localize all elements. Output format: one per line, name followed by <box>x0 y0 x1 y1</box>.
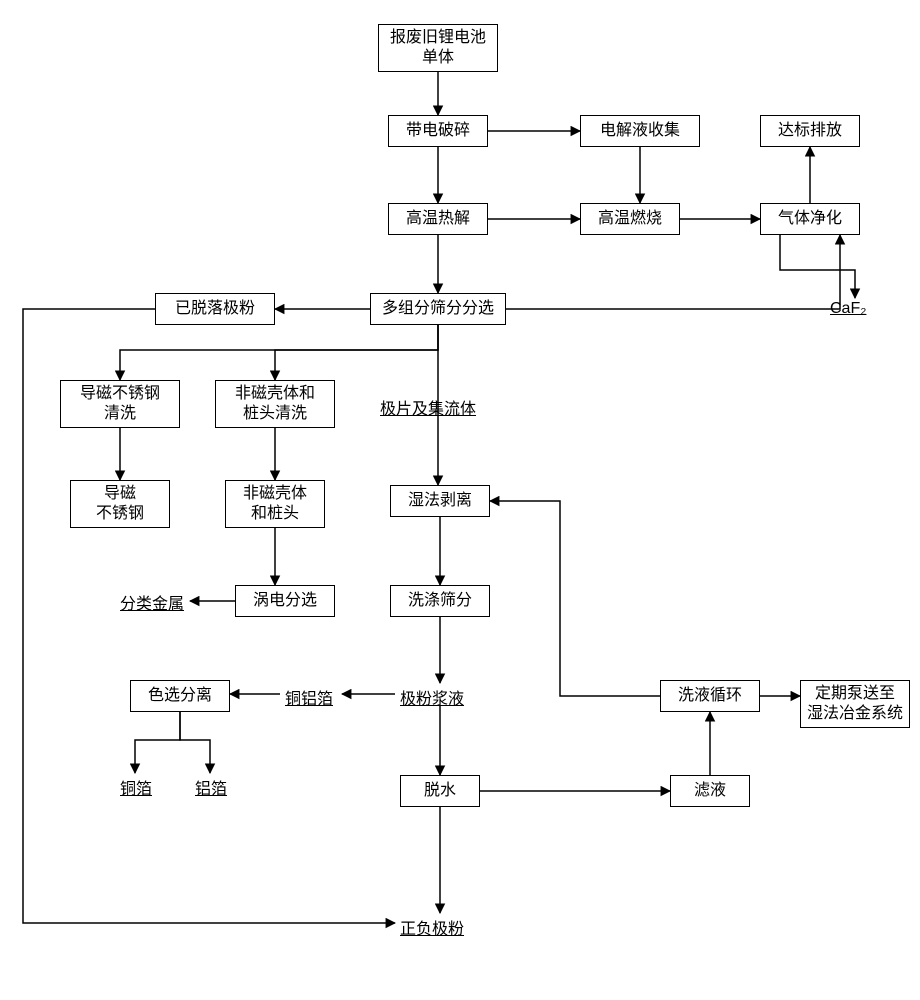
node-wash_sieve: 洗涤筛分 <box>390 585 490 617</box>
node-label: 湿法剥离 <box>408 491 472 511</box>
label-cu_al_foil: 铜铝箔 <box>285 685 333 709</box>
edge-8 <box>506 235 840 309</box>
node-label: 洗液循环 <box>678 686 742 706</box>
edge-11 <box>275 325 438 380</box>
node-label: 色选分离 <box>148 686 212 706</box>
label-polar_sheet: 极片及集流体 <box>380 395 476 419</box>
node-label: 非磁壳体 和桩头 <box>243 484 307 524</box>
node-label: 报废旧锂电池 单体 <box>390 28 486 68</box>
node-discharge: 达标排放 <box>760 115 860 147</box>
node-multi_sep: 多组分筛分分选 <box>370 293 506 325</box>
edge-21 <box>135 712 180 773</box>
node-combust: 高温燃烧 <box>580 203 680 235</box>
node-dropped: 已脱落极粉 <box>155 293 275 325</box>
node-mag_wash: 导磁不锈钢 清洗 <box>60 380 180 428</box>
node-label: 定期泵送至 湿法冶金系统 <box>807 684 903 724</box>
node-label: 导磁不锈钢 清洗 <box>80 384 160 424</box>
label-al_foil: 铝箔 <box>195 775 227 799</box>
node-label: 脱水 <box>424 781 456 801</box>
node-label: 高温燃烧 <box>598 209 662 229</box>
node-label: 滤液 <box>694 781 726 801</box>
node-label: 非磁壳体和 桩头清洗 <box>235 384 315 424</box>
node-eddy: 涡电分选 <box>235 585 335 617</box>
node-scrap: 报废旧锂电池 单体 <box>378 24 498 72</box>
node-nonmag_body: 非磁壳体 和桩头 <box>225 480 325 528</box>
node-elec_coll: 电解液收集 <box>580 115 700 147</box>
label-slurry: 极粉浆液 <box>400 685 464 709</box>
label-class_metal: 分类金属 <box>120 590 184 614</box>
node-pyro: 高温热解 <box>388 203 488 235</box>
node-gas_clean: 气体净化 <box>760 203 860 235</box>
node-label: 带电破碎 <box>406 121 470 141</box>
node-label: 已脱落极粉 <box>175 299 255 319</box>
edge-22 <box>180 712 210 773</box>
node-crush: 带电破碎 <box>388 115 488 147</box>
node-color_sep: 色选分离 <box>130 680 230 712</box>
label-pn_powder: 正负极粉 <box>400 915 464 939</box>
label-caf2: CaF₂ <box>830 300 866 318</box>
node-label: 达标排放 <box>778 121 842 141</box>
node-dewater: 脱水 <box>400 775 480 807</box>
node-label: 导磁 不锈钢 <box>96 484 144 524</box>
node-mag_steel: 导磁 不锈钢 <box>70 480 170 528</box>
edge-27 <box>490 501 660 696</box>
node-filtrate: 滤液 <box>670 775 750 807</box>
edge-10 <box>120 325 438 380</box>
edge-30 <box>780 235 855 298</box>
node-label: 多组分筛分分选 <box>382 299 494 319</box>
node-wash_cycle: 洗液循环 <box>660 680 760 712</box>
node-label: 洗涤筛分 <box>408 591 472 611</box>
flowchart-canvas: 报废旧锂电池 单体带电破碎 电解液收集 达标排放高温热解 高温燃烧 气体净化多组分筛分分… <box>0 0 920 1000</box>
node-label: 气体净化 <box>778 209 842 229</box>
label-cu_foil: 铜箔 <box>120 775 152 799</box>
node-nonmag_wash: 非磁壳体和 桩头清洗 <box>215 380 335 428</box>
node-label: 电解液收集 <box>600 121 680 141</box>
node-pump: 定期泵送至 湿法冶金系统 <box>800 680 910 728</box>
node-wet_strip: 湿法剥离 <box>390 485 490 517</box>
node-label: 涡电分选 <box>253 591 317 611</box>
node-label: 高温热解 <box>406 209 470 229</box>
